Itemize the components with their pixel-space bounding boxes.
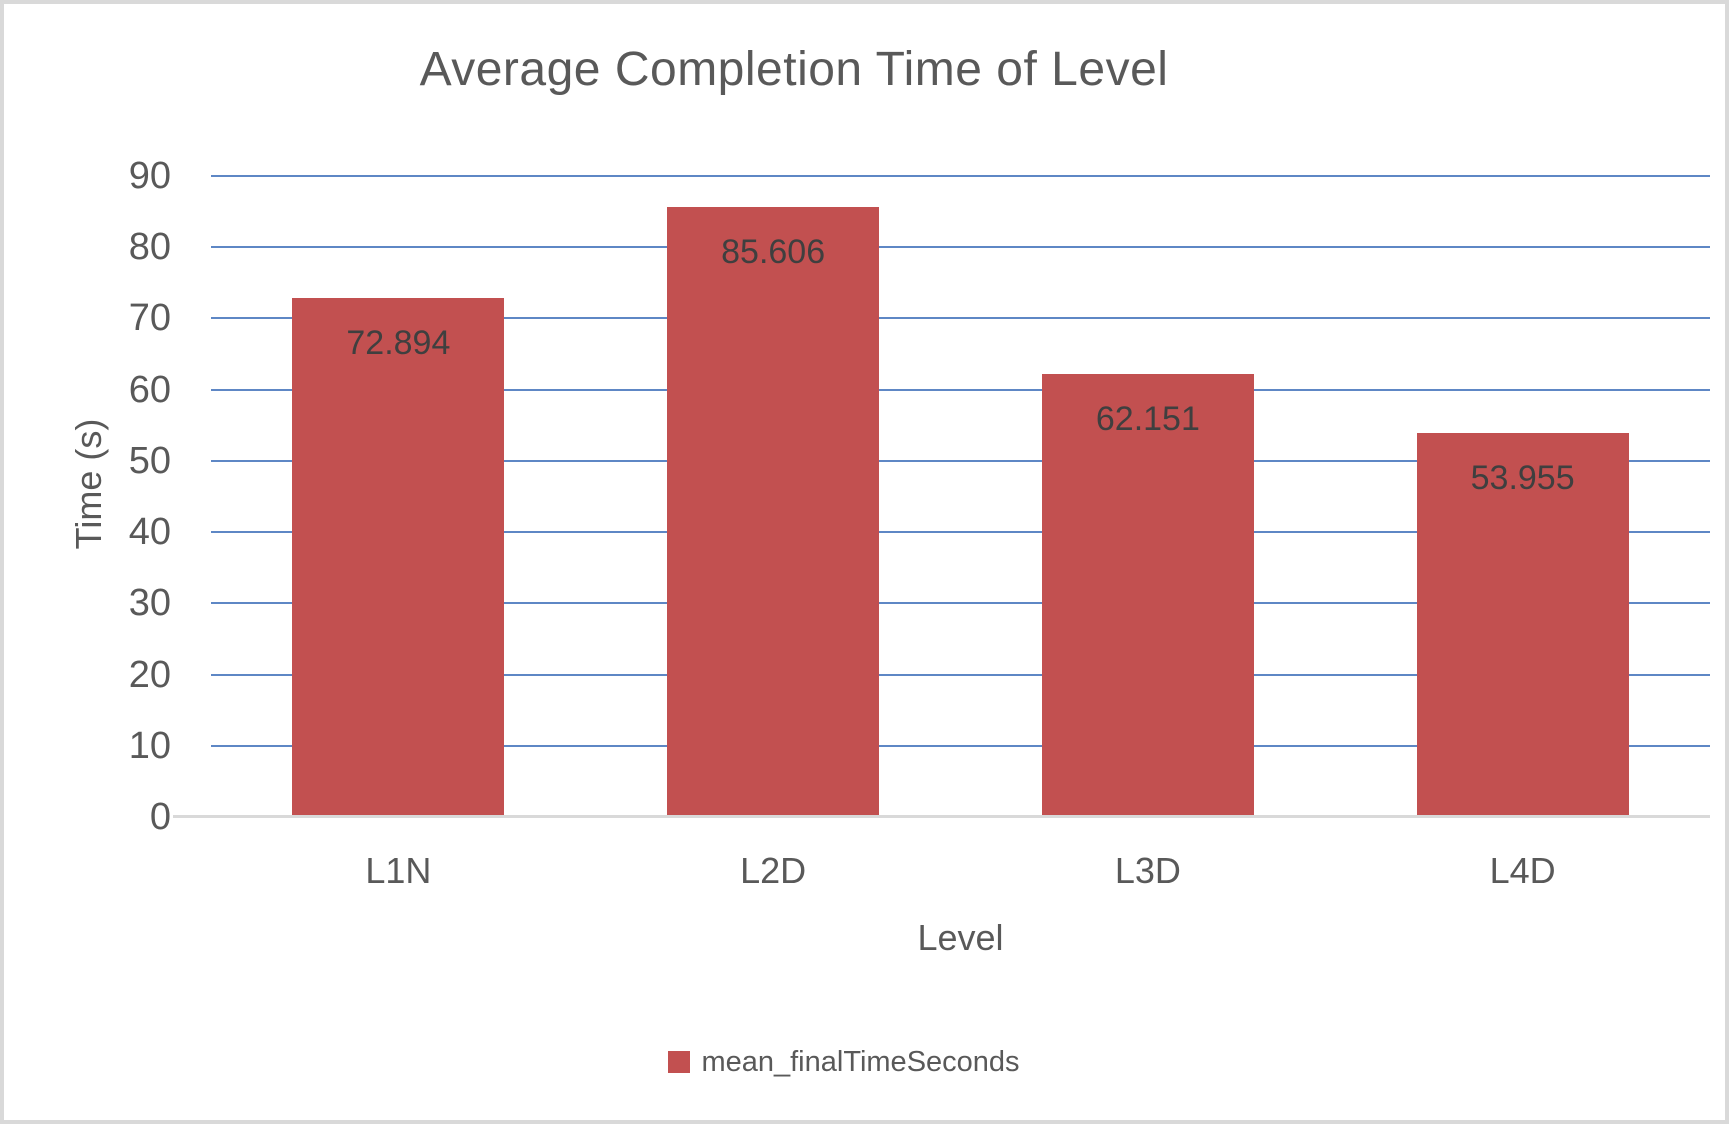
- bar-L1N: 72.894: [292, 297, 505, 817]
- gridline-30: [211, 602, 1710, 605]
- legend-marker-square: [668, 1051, 691, 1073]
- x-axis-line: [173, 815, 1710, 818]
- gridline-20: [211, 673, 1710, 676]
- y-tick-label-30: 30: [128, 582, 171, 625]
- x-category-label-L3D: L3D: [1114, 850, 1181, 891]
- gridline-10: [211, 744, 1710, 747]
- legend: mean_finalTimeSeconds: [4, 1042, 1684, 1082]
- y-tick-label-60: 60: [128, 368, 171, 411]
- x-category-label-L4D: L4D: [1489, 850, 1556, 891]
- data-label-L4D: 53.955: [1470, 458, 1575, 497]
- gridline-70: [211, 317, 1710, 320]
- y-tick-label-0: 0: [149, 796, 171, 838]
- chart-title: Average Completion Time of Level: [419, 43, 1169, 96]
- x-category-label-L2D: L2D: [740, 850, 807, 891]
- data-label-L3D: 62.151: [1095, 400, 1200, 439]
- gridline-60: [211, 388, 1710, 391]
- bar-L4D: 53.955: [1416, 432, 1629, 817]
- y-tick-label-10: 10: [128, 724, 171, 767]
- y-tick-label-80: 80: [128, 226, 171, 269]
- gridline-80: [211, 246, 1710, 249]
- bar-L2D: 85.606: [667, 207, 880, 817]
- y-tick-label-90: 90: [128, 155, 171, 197]
- gridline-50: [211, 459, 1710, 462]
- y-tick-label-20: 20: [128, 653, 171, 696]
- bar-L3D: 62.151: [1041, 374, 1254, 817]
- y-tick-label-40: 40: [128, 511, 171, 554]
- x-category-label-L1N: L1N: [365, 850, 432, 891]
- x-axis-title: Level: [917, 917, 1004, 958]
- data-label-L2D: 85.606: [721, 233, 826, 272]
- gridline-90: [211, 175, 1710, 177]
- data-label-L1N: 72.894: [346, 323, 451, 362]
- gridline-40: [211, 531, 1710, 534]
- legend-label: mean_finalTimeSeconds: [701, 1045, 1020, 1078]
- y-tick-label-50: 50: [128, 439, 171, 482]
- plot-area: 72.894 85.606 62.151 53.955: [173, 175, 1710, 818]
- y-tick-label-70: 70: [128, 297, 171, 340]
